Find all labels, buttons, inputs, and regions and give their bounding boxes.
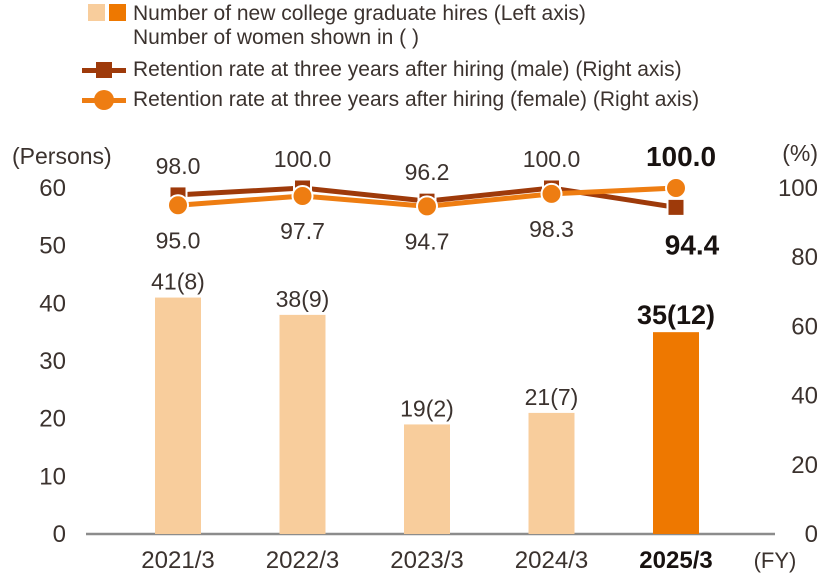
female-value-label-2: 94.7 bbox=[405, 228, 450, 254]
highlight-bar-swatch-icon bbox=[109, 4, 126, 21]
left-axis-title: (Persons) bbox=[12, 143, 112, 169]
legend-row-bars: Number of new college graduate hires (Le… bbox=[82, 2, 699, 50]
legend: Number of new college graduate hires (Le… bbox=[82, 2, 699, 118]
male-value-label-3: 100.0 bbox=[523, 146, 581, 172]
female-line-legend-icon bbox=[82, 88, 126, 112]
right-axis-tick-20: 20 bbox=[791, 452, 818, 479]
right-axis-tick-0: 0 bbox=[805, 521, 818, 548]
legend-bars-label-line1: Number of new college graduate hires (Le… bbox=[133, 2, 586, 25]
left-axis-tick-0: 0 bbox=[53, 521, 66, 548]
legend-bars-label-line2: Number of women shown in ( ) bbox=[133, 26, 419, 49]
female-value-label-0: 95.0 bbox=[156, 227, 201, 253]
right-axis-tick-60: 60 bbox=[791, 313, 818, 340]
square-marker-icon bbox=[96, 62, 112, 78]
bar-value-label-2024-3: 21(7) bbox=[525, 384, 579, 410]
male-value-label-2: 96.2 bbox=[405, 159, 450, 185]
legend-female-label: Retention rate at three years after hiri… bbox=[133, 88, 700, 111]
bar-2021-3 bbox=[155, 297, 201, 534]
bar-value-label-2022-3: 38(9) bbox=[276, 286, 330, 312]
bar-value-label-2021-3: 41(8) bbox=[151, 269, 205, 295]
bar-2025-3 bbox=[653, 332, 699, 534]
right-axis-tick-80: 80 bbox=[791, 244, 818, 271]
left-axis-tick-50: 50 bbox=[39, 233, 66, 260]
light-bar-swatch-icon bbox=[88, 4, 105, 21]
right-axis-tick-100: 100 bbox=[778, 175, 818, 202]
x-label-2025-3: 2025/3 bbox=[639, 547, 712, 574]
x-label-2023-3: 2023/3 bbox=[390, 547, 463, 574]
bar-value-label-2025-3: 35(12) bbox=[637, 300, 715, 330]
male-value-label-1: 100.0 bbox=[274, 146, 332, 172]
left-axis-tick-20: 20 bbox=[39, 406, 66, 433]
bar-2022-3 bbox=[279, 314, 326, 534]
bar-2023-3 bbox=[404, 424, 450, 534]
x-label-2024-3: 2024/3 bbox=[515, 547, 588, 574]
legend-row-male: Retention rate at three years after hiri… bbox=[82, 58, 699, 82]
male-marker-4 bbox=[666, 197, 686, 217]
left-axis-tick-60: 60 bbox=[39, 175, 66, 202]
female-marker-4 bbox=[665, 177, 687, 199]
legend-row-female: Retention rate at three years after hiri… bbox=[82, 88, 699, 112]
left-axis-tick-40: 40 bbox=[39, 290, 66, 317]
female-marker-0 bbox=[167, 194, 189, 217]
left-axis-tick-30: 30 bbox=[39, 348, 66, 375]
female-marker-3 bbox=[540, 182, 563, 205]
female-marker-2 bbox=[416, 195, 438, 218]
female-value-label-4: 100.0 bbox=[646, 141, 716, 172]
right-axis-tick-40: 40 bbox=[791, 383, 818, 410]
female-value-label-1: 97.7 bbox=[280, 218, 325, 244]
left-axis-tick-10: 10 bbox=[39, 463, 66, 490]
right-axis-title: (%) bbox=[782, 140, 818, 166]
female-marker-1 bbox=[291, 184, 314, 207]
x-label-2022-3: 2022/3 bbox=[266, 547, 339, 574]
female-value-label-3: 98.3 bbox=[529, 216, 574, 242]
circle-marker-icon bbox=[94, 90, 114, 110]
male-line-legend-icon bbox=[82, 58, 126, 82]
bar-2024-3 bbox=[528, 412, 575, 534]
bar-swatches-icon bbox=[82, 2, 126, 26]
male-value-label-0: 98.0 bbox=[156, 153, 201, 179]
x-label-2021-3: 2021/3 bbox=[141, 547, 214, 574]
legend-male-label: Retention rate at three years after hiri… bbox=[133, 58, 682, 81]
male-value-label-4: 94.4 bbox=[665, 229, 720, 260]
x-axis-unit-label: (FY) bbox=[754, 548, 797, 573]
bar-value-label-2023-3: 19(2) bbox=[400, 395, 454, 421]
